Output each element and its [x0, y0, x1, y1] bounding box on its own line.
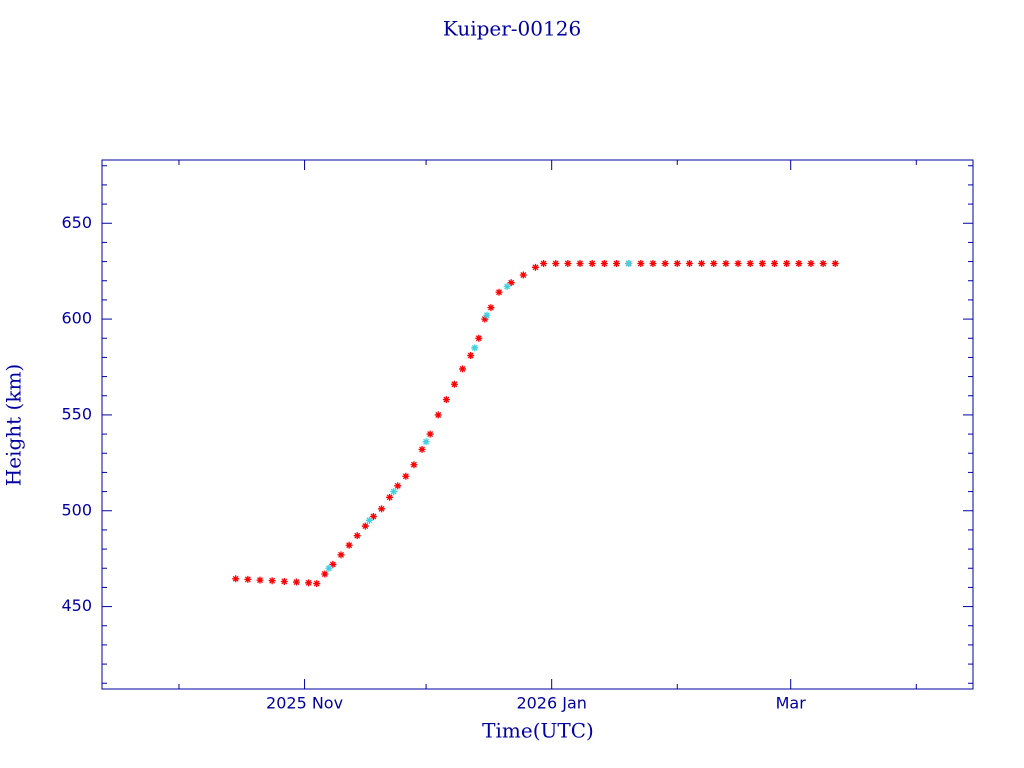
- data-point: [329, 560, 337, 568]
- data-point: [459, 365, 467, 373]
- data-point: [758, 260, 766, 267]
- data-point: [353, 532, 361, 540]
- data-point: [507, 279, 515, 287]
- data-point: [495, 288, 503, 296]
- data-point: [369, 513, 377, 520]
- data-point: [503, 283, 511, 290]
- data-point: [483, 311, 491, 319]
- data-point: [698, 260, 706, 267]
- data-point: [305, 579, 313, 587]
- data-point: [365, 516, 373, 524]
- data-point: [418, 445, 426, 453]
- data-point: [531, 263, 539, 271]
- data-point: [426, 430, 434, 438]
- data-point: [481, 315, 489, 323]
- data-point: [337, 551, 345, 559]
- data-point: [661, 260, 669, 267]
- data-point: [564, 260, 572, 267]
- y-tick-label: 600: [61, 309, 92, 328]
- data-point: [734, 260, 742, 267]
- data-point: [378, 505, 386, 513]
- chart-title: Kuiper-00126: [443, 17, 581, 41]
- data-point: [770, 260, 778, 267]
- data-point: [390, 488, 398, 496]
- data-point: [475, 334, 483, 342]
- x-tick-label: Mar: [776, 694, 807, 713]
- data-point: [649, 260, 657, 267]
- data-point: [402, 472, 410, 480]
- data-point: [540, 260, 548, 267]
- data-point: [321, 570, 329, 578]
- x-tick-label: 2026 Jan: [516, 694, 586, 713]
- data-point: [612, 260, 620, 267]
- data-point: [783, 260, 791, 267]
- data-point: [519, 271, 527, 279]
- data-point: [588, 260, 596, 267]
- data-point: [256, 576, 264, 584]
- x-axis-label: Time(UTC): [482, 719, 594, 743]
- y-tick-label: 500: [61, 500, 92, 519]
- data-point: [685, 260, 693, 267]
- y-tick-label: 650: [61, 213, 92, 232]
- data-point: [434, 411, 442, 419]
- x-tick-label: 2025 Nov: [266, 694, 343, 713]
- data-point: [795, 260, 803, 267]
- data-point: [292, 578, 300, 586]
- data-point: [722, 260, 730, 267]
- data-point: [325, 564, 333, 572]
- data-point: [710, 260, 718, 267]
- data-point: [450, 380, 458, 388]
- data-point: [467, 352, 475, 359]
- data-point: [280, 577, 288, 585]
- data-point: [268, 577, 276, 585]
- plot-frame: [101, 159, 974, 690]
- data-point: [410, 461, 418, 469]
- data-point: [487, 304, 495, 312]
- y-tick-label: 450: [61, 596, 92, 615]
- data-point: [625, 260, 633, 267]
- data-point: [313, 580, 321, 588]
- data-point: [673, 260, 681, 267]
- data-point: [637, 260, 645, 267]
- data-point: [819, 260, 827, 267]
- data-point: [600, 260, 608, 267]
- data-point: [807, 260, 815, 267]
- data-point: [471, 344, 479, 352]
- data-point: [442, 396, 450, 404]
- data-point: [394, 482, 402, 490]
- data-point: [422, 438, 430, 446]
- data-point: [746, 260, 754, 267]
- data-point: [232, 575, 240, 583]
- data-point: [244, 575, 252, 583]
- data-point: [361, 522, 369, 530]
- y-axis-label: Height (km): [2, 364, 26, 486]
- data-point: [831, 260, 839, 267]
- data-point: [552, 260, 560, 267]
- data-point: [576, 260, 584, 267]
- data-point: [386, 493, 394, 501]
- data-point: [345, 541, 353, 549]
- y-tick-label: 550: [61, 404, 92, 423]
